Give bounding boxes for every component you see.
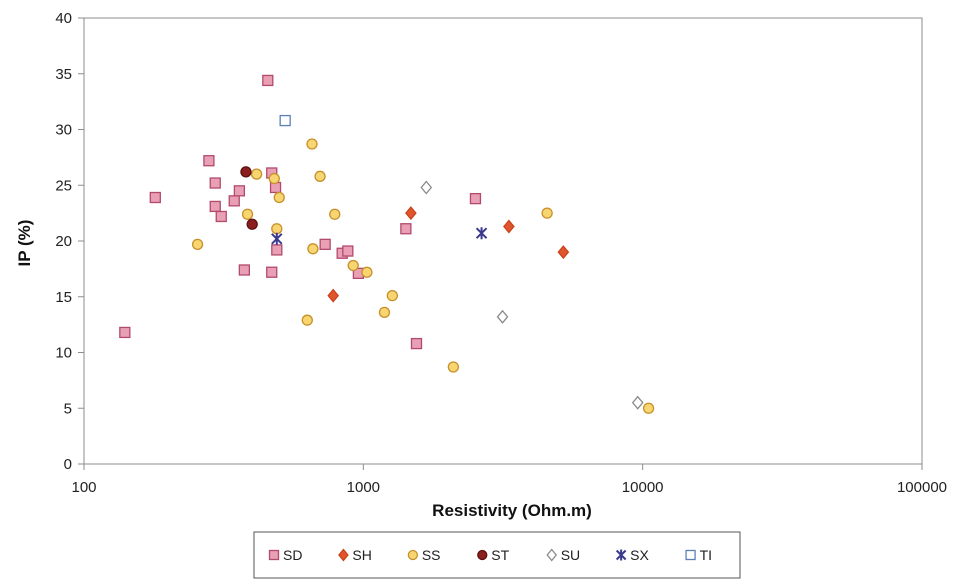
data-point [378, 306, 391, 319]
data-point [631, 395, 644, 410]
y-tick-label: 10 [55, 345, 72, 362]
data-point [246, 218, 258, 230]
data-point [240, 166, 252, 178]
data-point [268, 172, 280, 185]
data-point [266, 266, 278, 278]
series-sd [119, 74, 482, 350]
data-point [250, 168, 263, 180]
data-point [447, 361, 459, 373]
data-point [262, 74, 274, 87]
series-su [420, 180, 644, 410]
data-point [496, 309, 509, 324]
y-tick-label: 20 [55, 233, 72, 250]
axis-ticks: 0 5 10 15 20 25 30 35 40 100 1000 10000 100000 [55, 10, 947, 496]
plot-border [83, 17, 923, 465]
legend-marker [685, 549, 696, 561]
data-point [386, 289, 398, 302]
data-point [307, 243, 319, 255]
series-sh [327, 206, 570, 303]
y-tick-label: 15 [55, 289, 72, 306]
x-tick-label: 1000 [347, 479, 380, 496]
data-point [241, 208, 254, 220]
legend-label: SX [630, 547, 649, 563]
legend-label: SS [422, 547, 441, 563]
y-tick-label: 0 [64, 456, 72, 473]
y-axis-title: IP (%) [15, 220, 34, 267]
data-point [475, 227, 488, 240]
series-ti [279, 114, 291, 127]
data-point [209, 200, 221, 213]
data-point [361, 266, 373, 278]
data-point [420, 180, 433, 195]
data-point [238, 264, 250, 276]
data-point [271, 244, 283, 256]
data-point [273, 191, 285, 204]
data-point [469, 192, 482, 205]
data-point [271, 232, 283, 245]
data-point [279, 114, 291, 127]
legend-label: ST [491, 547, 509, 563]
data-point [342, 245, 354, 257]
data-point [405, 206, 417, 221]
data-point [149, 191, 161, 204]
data-point [410, 337, 423, 350]
data-point [329, 208, 341, 220]
y-tick-label: 35 [55, 66, 72, 83]
data-point [503, 219, 515, 234]
legend-label: SD [283, 547, 302, 563]
data-point [557, 245, 570, 260]
data-point [191, 238, 204, 250]
data-point [301, 314, 313, 326]
legend-label: SU [561, 547, 580, 563]
legend-marker [477, 549, 488, 561]
series-st [240, 166, 258, 230]
data-point [215, 210, 227, 223]
y-tick-label: 30 [55, 122, 72, 139]
legend-box [253, 531, 741, 579]
data-point [642, 402, 655, 414]
x-axis-title: Resistivity (Ohm.m) [432, 501, 592, 520]
legend-marker [338, 548, 349, 562]
legend-marker [546, 548, 558, 562]
x-tick-label: 100 [71, 479, 96, 496]
data-point [347, 259, 359, 272]
legend-marker [268, 549, 280, 561]
data-point [203, 155, 215, 167]
legend: SD SH SS ST SU SX TI [253, 531, 741, 579]
data-point [319, 238, 331, 250]
data-point [306, 138, 318, 150]
y-tick-label: 40 [55, 10, 72, 27]
data-point [271, 223, 283, 235]
data-point [327, 288, 340, 303]
series-ss [191, 138, 655, 414]
series-sx [271, 227, 488, 245]
y-tick-label: 25 [55, 177, 72, 194]
legend-marker [407, 549, 419, 561]
data-point [314, 170, 326, 182]
legend-marker [615, 549, 627, 561]
legend-label: SH [352, 547, 371, 563]
data-points [119, 74, 655, 414]
data-point [400, 223, 412, 235]
data-point [209, 177, 221, 189]
legend-label: TI [700, 547, 712, 563]
data-point [541, 207, 553, 219]
x-tick-label: 10000 [622, 479, 664, 496]
y-tick-label: 5 [64, 400, 72, 417]
data-point [228, 195, 240, 207]
x-tick-label: 100000 [897, 479, 947, 496]
data-point [233, 185, 246, 197]
plot-area [83, 17, 923, 465]
data-point [119, 326, 131, 339]
